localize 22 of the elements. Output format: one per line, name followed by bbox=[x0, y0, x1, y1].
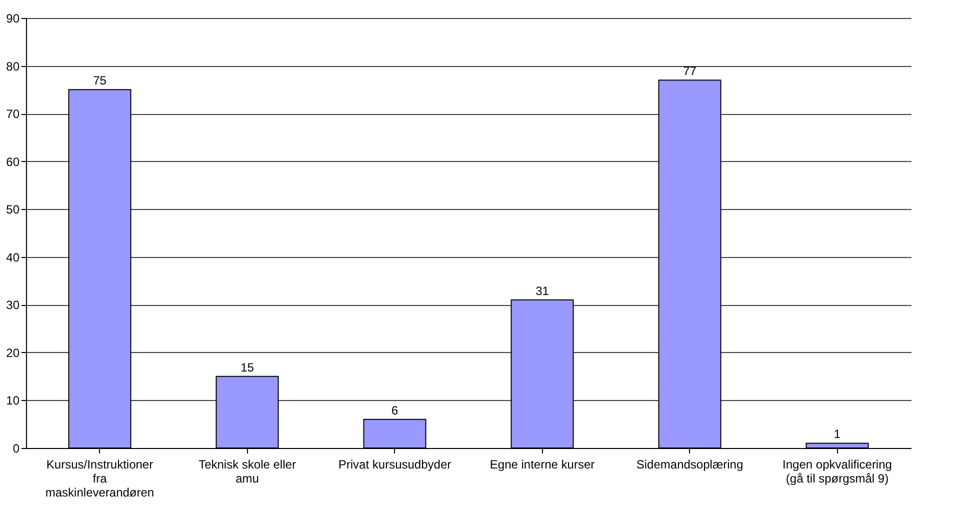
x-tick-label: Privat kursusudbyder bbox=[338, 458, 452, 472]
y-tick-label: 0 bbox=[12, 442, 20, 456]
x-tick-label: Sidemandsoplæring bbox=[636, 458, 744, 472]
y-tick-label: 40 bbox=[6, 250, 20, 264]
y-tick-label: 20 bbox=[6, 346, 20, 360]
y-tick-label: 30 bbox=[6, 298, 20, 312]
data-label: 75 bbox=[93, 74, 107, 88]
y-tick-label: 80 bbox=[6, 59, 20, 74]
data-label: 6 bbox=[391, 403, 398, 418]
y-tick-label: 70 bbox=[6, 107, 20, 122]
y-tick-label: 90 bbox=[6, 12, 20, 26]
data-label: 77 bbox=[683, 64, 697, 78]
x-tick-label: Egne interne kurser bbox=[490, 458, 595, 472]
data-label: 1 bbox=[834, 427, 841, 442]
x-tick-label: Teknisk skole eller amu bbox=[198, 458, 296, 486]
x-tick-label: Ingen opkvalificering (gå til spørgsmål 9) bbox=[782, 458, 892, 486]
x-tick-label: Kursus/Instruktioner fra maskinleverandøren bbox=[45, 458, 154, 500]
y-tick-label: 10 bbox=[6, 394, 20, 408]
y-tick-label: 50 bbox=[6, 202, 20, 217]
data-label: 15 bbox=[240, 360, 254, 374]
data-label: 31 bbox=[536, 284, 550, 298]
y-tick-label: 60 bbox=[6, 154, 20, 169]
